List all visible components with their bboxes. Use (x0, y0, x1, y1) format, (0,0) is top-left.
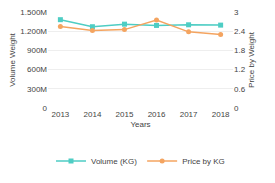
svg-text:3: 3 (234, 8, 239, 17)
svg-text:Years: Years (130, 120, 150, 129)
svg-text:2018: 2018 (212, 110, 230, 119)
svg-text:900M: 900M (27, 46, 47, 55)
svg-text:0: 0 (43, 104, 48, 113)
svg-text:Volume Weight: Volume Weight (8, 32, 17, 86)
svg-text:1.200M: 1.200M (20, 27, 47, 36)
svg-text:600M: 600M (27, 65, 47, 74)
svg-text:2014: 2014 (84, 110, 102, 119)
svg-text:2017: 2017 (180, 110, 198, 119)
svg-text:Price by Weight: Price by Weight (247, 31, 256, 88)
svg-text:2.4: 2.4 (234, 27, 246, 36)
svg-text:0.6: 0.6 (234, 85, 246, 94)
svg-text:0: 0 (234, 104, 239, 113)
svg-text:300M: 300M (27, 85, 47, 94)
svg-text:2013: 2013 (51, 110, 69, 119)
svg-text:Price by KG: Price by KG (182, 157, 225, 166)
svg-text:1.500M: 1.500M (20, 8, 47, 17)
svg-text:1.8: 1.8 (234, 46, 246, 55)
svg-text:1.2: 1.2 (234, 65, 246, 74)
svg-text:2016: 2016 (148, 110, 166, 119)
svg-text:2015: 2015 (116, 110, 134, 119)
svg-text:Volume (KG): Volume (KG) (91, 157, 137, 166)
